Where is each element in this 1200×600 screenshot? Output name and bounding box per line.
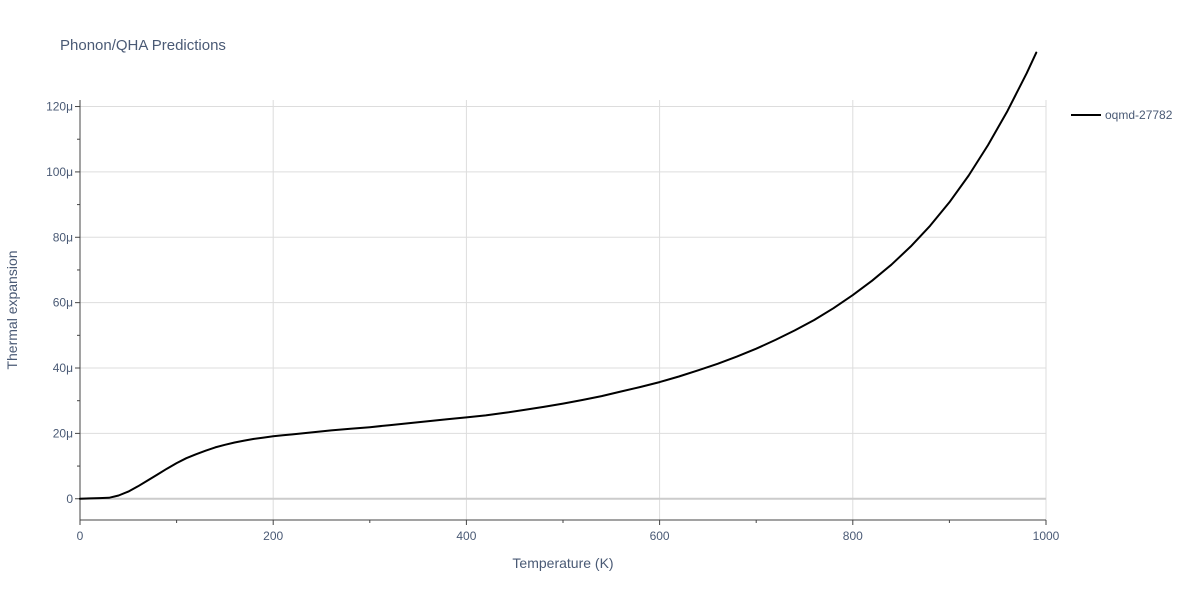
x-axis-title: Temperature (K): [512, 555, 613, 571]
series-lines: [79, 51, 1038, 500]
x-tick-label: 1000: [1033, 529, 1060, 543]
y-tick-label: 20μ: [53, 426, 73, 440]
chart-title: Phonon/QHA Predictions: [60, 37, 226, 54]
x-tick-label: 600: [650, 529, 670, 543]
x-tick-label: 200: [263, 529, 283, 543]
y-tick-label: 120μ: [46, 100, 73, 114]
grid-lines: [80, 100, 1047, 520]
x-tick-label: 800: [843, 529, 863, 543]
y-tick-label: 100μ: [46, 165, 73, 179]
legend-label[interactable]: oqmd-27782: [1105, 108, 1173, 122]
tick-labels: 0 200 400 600 800 1000 0 20μ 40μ 60μ 80μ 100μ 120μ: [46, 100, 1060, 543]
y-axis-title: Thermal expansion: [4, 250, 20, 369]
axes: [75, 100, 1047, 525]
series-line-oqmd-27782[interactable]: [79, 51, 1038, 500]
y-tick-label: 60μ: [53, 296, 73, 310]
legend[interactable]: oqmd-27782: [1071, 108, 1173, 122]
x-tick-label: 0: [77, 529, 84, 543]
y-tick-label: 80μ: [53, 230, 73, 244]
y-tick-label: 40μ: [53, 361, 73, 375]
y-tick-label: 0: [66, 492, 73, 506]
x-tick-label: 400: [456, 529, 476, 543]
